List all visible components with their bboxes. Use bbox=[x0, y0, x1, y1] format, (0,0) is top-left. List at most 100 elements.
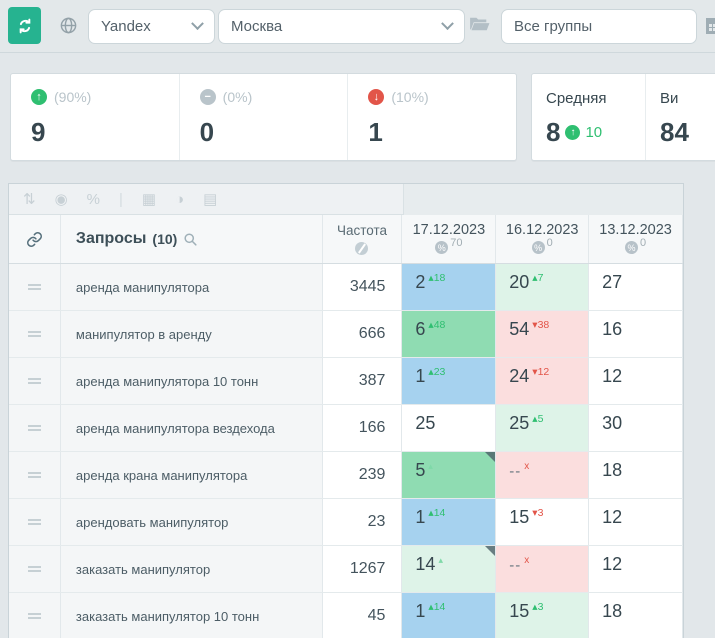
snippets-icon[interactable]: ▦ bbox=[141, 190, 157, 208]
query-cell[interactable]: аренда манипулятора 10 тонн bbox=[60, 358, 323, 404]
target-icon[interactable]: ◉ bbox=[54, 190, 68, 208]
drag-handle[interactable] bbox=[9, 499, 61, 545]
arrow-up-circle-icon: ↑ bbox=[31, 89, 47, 105]
divider: | bbox=[119, 190, 123, 208]
queries-column-header[interactable]: Запросы (10) bbox=[61, 215, 323, 263]
query-cell[interactable]: манипулятор в аренду bbox=[60, 311, 323, 357]
position-value: 14 bbox=[415, 554, 436, 574]
position-change: ▴23 bbox=[428, 366, 446, 378]
position-value: 1 bbox=[415, 601, 426, 621]
stat-down: ↓ (10%) 1 bbox=[348, 74, 516, 160]
position-cell[interactable]: 12 bbox=[589, 546, 683, 592]
region-select[interactable]: Москва bbox=[218, 9, 465, 44]
search-engine-value: Yandex bbox=[101, 18, 151, 35]
position-cell[interactable]: 24 ▾12 bbox=[496, 358, 590, 404]
query-cell[interactable]: аренда крана манипулятора bbox=[60, 452, 323, 498]
position-value: 12 bbox=[602, 507, 623, 527]
drag-handle[interactable] bbox=[9, 452, 61, 498]
position-cell[interactable]: 25 bbox=[402, 405, 497, 451]
drag-handle[interactable] bbox=[9, 593, 61, 638]
position-cell[interactable]: 25 ▴5 bbox=[496, 405, 590, 451]
search-icon[interactable] bbox=[183, 232, 198, 247]
position-change: ▴5 bbox=[532, 413, 544, 425]
position-cell[interactable]: -- x bbox=[496, 452, 590, 498]
dropped-out-mark: x bbox=[524, 461, 530, 472]
folder-icon[interactable]: ▤ bbox=[203, 190, 218, 208]
search-engine-select[interactable]: Yandex bbox=[88, 9, 215, 44]
frequency-column-header[interactable]: Частота bbox=[323, 215, 403, 263]
position-value: 18 bbox=[602, 601, 623, 621]
position-cell[interactable]: 20 ▴7 bbox=[496, 264, 590, 310]
query-cell[interactable]: аренда манипулятора bbox=[60, 264, 323, 310]
position-cell[interactable]: 1 ▴23 bbox=[402, 358, 497, 404]
position-cell[interactable]: 15 ▴3 bbox=[496, 593, 590, 638]
position-value: 16 bbox=[602, 319, 623, 339]
position-cell[interactable]: 2 ▴18 bbox=[402, 264, 497, 310]
sort-icon[interactable]: ⇅ bbox=[23, 190, 36, 208]
position-value: 30 bbox=[602, 413, 623, 433]
drag-handle-icon bbox=[27, 331, 41, 337]
query-cell[interactable]: аренда манипулятора вездехода bbox=[60, 405, 323, 451]
position-change: ▴3 bbox=[532, 601, 544, 613]
region-value: Москва bbox=[231, 18, 283, 35]
unlink-icon[interactable]: % bbox=[86, 190, 101, 208]
drag-handle[interactable] bbox=[9, 264, 61, 310]
position-cell[interactable]: 15 ▾3 bbox=[496, 499, 590, 545]
position-value: 2 bbox=[415, 272, 426, 292]
position-value: 18 bbox=[602, 460, 623, 480]
query-row: заказать манипулятор 10 тонн 45 1 ▴14 15 ▴3 18 bbox=[9, 593, 683, 638]
query-row: аренда крана манипулятора 239 5 ▴ -- x 18 bbox=[9, 452, 683, 499]
drag-handle[interactable] bbox=[9, 311, 61, 357]
refresh-button[interactable] bbox=[8, 7, 41, 44]
position-cell[interactable]: 1 ▴14 bbox=[402, 499, 497, 545]
calendar-icon[interactable] bbox=[706, 18, 715, 34]
percent-badge: % 70 bbox=[435, 237, 462, 254]
position-cell[interactable]: 5 ▴ bbox=[402, 452, 497, 498]
percent-badge-value: 0 bbox=[640, 237, 647, 249]
position-cell[interactable]: 27 bbox=[589, 264, 683, 310]
stat-average-label: Средняя bbox=[546, 90, 607, 107]
position-cell[interactable]: 1 ▴14 bbox=[402, 593, 497, 638]
date-column-header[interactable]: 17.12.2023% 70 bbox=[402, 215, 497, 263]
date-column-header[interactable]: 13.12.2023% 0 bbox=[589, 215, 683, 263]
drag-handle-icon bbox=[27, 613, 41, 619]
contrast-icon[interactable]: ◑ bbox=[175, 190, 185, 208]
drag-handle[interactable] bbox=[9, 358, 61, 404]
position-cell[interactable]: 30 bbox=[589, 405, 683, 451]
position-cell[interactable]: 18 bbox=[589, 593, 683, 638]
position-change: ▾3 bbox=[532, 507, 544, 519]
position-value: 1 bbox=[415, 507, 426, 527]
position-cell[interactable]: 14 ▴ bbox=[402, 546, 497, 592]
link-column-header[interactable] bbox=[9, 215, 61, 263]
globe-icon[interactable] bbox=[59, 16, 78, 35]
position-change: ▾38 bbox=[532, 319, 550, 331]
stat-down-percent: (10%) bbox=[391, 89, 429, 105]
query-cell[interactable]: арендовать манипулятор bbox=[60, 499, 323, 545]
position-value: 15 bbox=[509, 507, 530, 527]
position-cell[interactable]: 54 ▾38 bbox=[496, 311, 590, 357]
drag-handle[interactable] bbox=[9, 546, 61, 592]
position-cell[interactable]: -- x bbox=[496, 546, 590, 592]
query-cell[interactable]: заказать манипулятор 10 тонн bbox=[60, 593, 323, 638]
drag-handle-icon bbox=[27, 378, 41, 384]
position-cell[interactable]: 18 bbox=[589, 452, 683, 498]
stat-visibility: Ви 84 bbox=[646, 74, 715, 160]
position-change: ▴7 bbox=[532, 272, 544, 284]
position-cell[interactable]: 12 bbox=[589, 358, 683, 404]
query-cell[interactable]: заказать манипулятор bbox=[60, 546, 323, 592]
stat-up: ↑ (90%) 9 bbox=[11, 74, 180, 160]
average-visibility-card: Средняя 8 ↑ 10 Ви 84 bbox=[531, 73, 715, 161]
stat-average-value: 8 bbox=[546, 117, 561, 147]
position-cell[interactable]: 12 bbox=[589, 499, 683, 545]
stat-same-value: 0 bbox=[199, 117, 215, 147]
position-cell[interactable]: 16 bbox=[589, 311, 683, 357]
percent-badge: % 0 bbox=[625, 237, 646, 254]
position-cell[interactable]: 6 ▴48 bbox=[402, 311, 497, 357]
date-column-header[interactable]: 16.12.2023% 0 bbox=[496, 215, 590, 263]
stat-up-percent: (90%) bbox=[54, 89, 92, 105]
folder-icon[interactable] bbox=[469, 15, 491, 33]
group-filter-input[interactable]: Все группы bbox=[501, 9, 697, 44]
position-value: -- bbox=[509, 557, 522, 574]
position-value: 25 bbox=[509, 413, 530, 433]
drag-handle[interactable] bbox=[9, 405, 61, 451]
